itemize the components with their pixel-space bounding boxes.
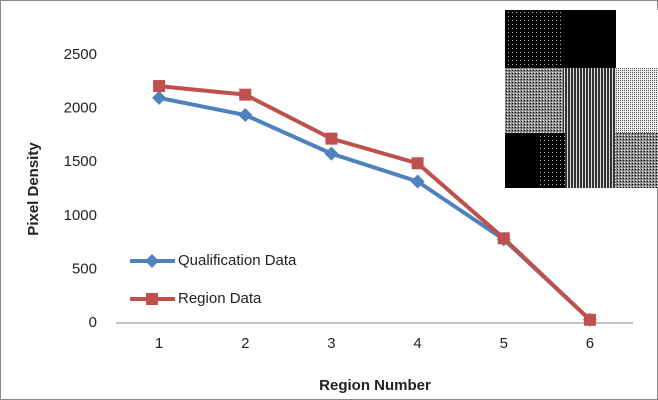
x-tick-label: 3 — [327, 335, 335, 352]
legend-label: Qualification Data — [178, 252, 297, 269]
y-tick-label: 0 — [89, 314, 97, 331]
x-tick-label: 5 — [500, 335, 508, 352]
x-tick-label: 1 — [155, 335, 163, 352]
data-point — [412, 157, 424, 169]
legend-label: Region Data — [178, 290, 262, 307]
inset-image — [505, 10, 658, 188]
y-tick-label: 1500 — [64, 153, 97, 170]
legend-marker — [146, 293, 158, 305]
data-point — [325, 133, 337, 145]
y-tick-label: 1000 — [64, 207, 97, 224]
data-point — [239, 89, 251, 101]
data-point — [498, 232, 510, 244]
x-axis-label: Region Number — [319, 377, 431, 394]
y-tick-label: 500 — [72, 260, 97, 277]
data-point — [153, 80, 165, 92]
y-axis-label: Pixel Density — [25, 142, 42, 236]
y-tick-label: 2000 — [64, 100, 97, 117]
x-tick-label: 2 — [241, 335, 249, 352]
chart: Region Number Pixel Density 0 500 1000 1500… — [0, 0, 658, 400]
y-tick-label: 2500 — [64, 46, 97, 63]
x-tick-label: 6 — [586, 335, 594, 352]
data-point — [584, 314, 596, 326]
page: Region Number Pixel Density 0 500 1000 1500… — [0, 0, 658, 400]
x-tick-label: 4 — [413, 335, 421, 352]
